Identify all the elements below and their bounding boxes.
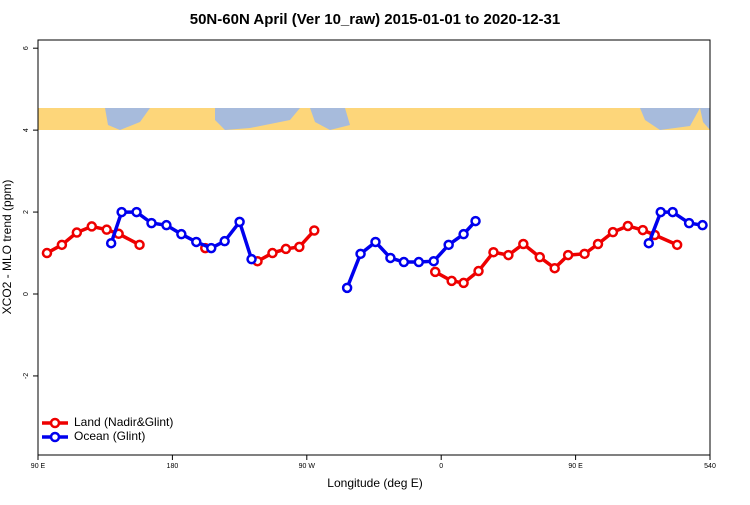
data-point — [428, 255, 439, 267]
data-point — [161, 219, 172, 231]
y-tick-label: 2 — [23, 210, 30, 214]
data-point — [473, 265, 484, 277]
plot-frame — [37, 39, 711, 456]
data-point — [413, 256, 425, 268]
data-point — [458, 228, 469, 240]
data-point — [116, 206, 127, 218]
data-point — [579, 248, 590, 260]
x-tick-label: 90 E — [568, 463, 583, 470]
x-tick-label: 0 — [439, 463, 443, 470]
data-point — [267, 247, 278, 259]
data-point — [518, 238, 529, 250]
x-tick-label: 180 — [167, 463, 179, 470]
legend-marker — [49, 417, 61, 429]
data-point — [370, 236, 381, 248]
data-point — [176, 228, 187, 240]
data-point — [205, 242, 217, 254]
x-tick-label: 540 — [704, 463, 716, 470]
data-point — [280, 243, 292, 255]
data-point — [146, 217, 157, 229]
data-point — [697, 219, 708, 231]
data-point — [562, 249, 574, 261]
data-point — [341, 282, 353, 294]
data-point — [683, 217, 695, 229]
data-point — [385, 252, 396, 264]
data-point — [246, 253, 257, 265]
data-point — [294, 241, 305, 253]
data-point — [101, 224, 112, 235]
data-point — [56, 239, 68, 251]
data-point — [105, 237, 117, 249]
data-point — [488, 246, 499, 258]
map-water — [105, 108, 710, 130]
y-tick-label: 0 — [23, 292, 30, 296]
data-point — [549, 262, 560, 274]
x-tick-label: 90 E — [31, 463, 46, 470]
x-axis-label: Longitude (deg E) — [327, 476, 422, 490]
data-point — [607, 226, 619, 238]
data-point — [398, 256, 410, 268]
data-point — [503, 249, 514, 261]
data-point — [355, 248, 366, 260]
data-point — [191, 236, 202, 248]
data-point — [131, 206, 142, 218]
data-point — [637, 224, 649, 236]
y-tick-label: 4 — [23, 128, 30, 132]
data-point — [470, 215, 481, 227]
data-point — [234, 216, 245, 228]
data-point — [41, 247, 53, 259]
data-point — [458, 277, 469, 289]
data-point — [219, 235, 230, 247]
data-point — [429, 266, 441, 278]
data-point — [443, 239, 454, 251]
data-point — [592, 238, 604, 250]
chart-title: 50N-60N April (Ver 10_raw) 2015-01-01 to… — [190, 11, 560, 28]
data-point — [643, 237, 655, 249]
data-point — [86, 221, 98, 232]
legend-label: Ocean (Glint) — [74, 429, 145, 443]
data-point — [134, 239, 145, 251]
data-point — [655, 206, 666, 218]
y-tick-label: 6 — [23, 46, 30, 50]
legend-marker — [49, 431, 61, 443]
y-tick-label: -2 — [23, 373, 30, 379]
data-point — [534, 251, 546, 263]
data-point — [446, 275, 457, 287]
data-point — [671, 239, 683, 251]
y-axis-label: XCO2 - MLO trend (ppm) — [0, 180, 14, 315]
map-land — [38, 108, 710, 130]
data-point — [667, 206, 678, 218]
map-strip — [38, 108, 710, 130]
data-point — [622, 220, 634, 232]
data-point — [309, 225, 320, 236]
x-tick-label: 90 W — [299, 463, 316, 470]
legend-label: Land (Nadir&Glint) — [74, 415, 173, 429]
data-point — [71, 227, 83, 238]
